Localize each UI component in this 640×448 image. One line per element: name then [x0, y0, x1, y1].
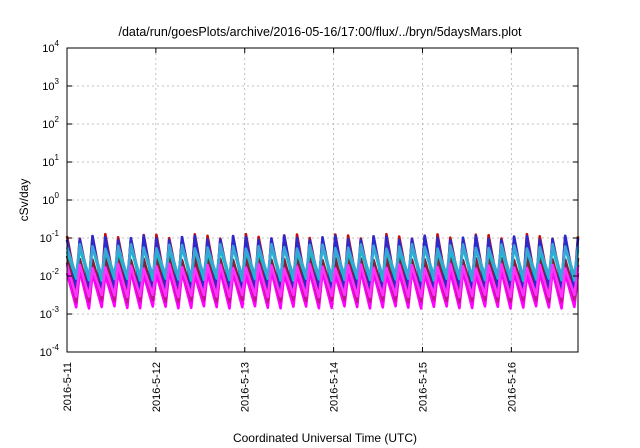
y-tick-label: 102 [42, 115, 59, 131]
y-tick-label: 10-3 [40, 305, 60, 321]
x-axis-label: Coordinated Universal Time (UTC) [233, 431, 417, 445]
y-tick-label: 104 [42, 39, 59, 55]
x-tick-label: 2016-5-12 [151, 362, 163, 412]
series-line [65, 262, 580, 299]
y-tick-label: 10-1 [40, 229, 60, 245]
x-tick-label: 2016-5-16 [506, 362, 518, 412]
x-tick-label: 2016-5-13 [240, 362, 252, 412]
y-axis-label: cSv/day [17, 179, 31, 222]
x-tick-label: 2016-5-11 [62, 362, 74, 411]
y-tick-label: 101 [42, 153, 59, 169]
y-axis-ticks: 10-4 10-3 10-2 10-1 100 101 102 103 104 [40, 39, 578, 359]
x-tick-label: 2016-5-15 [417, 362, 429, 412]
series-line [65, 242, 580, 279]
plot-area [65, 232, 580, 310]
y-tick-label: 103 [42, 77, 59, 93]
x-axis-ticks: 2016-5-11 2016-5-12 2016-5-13 2016-5-14 2016… [62, 48, 518, 412]
y-tick-label: 10-4 [40, 343, 60, 359]
grid-lines [67, 48, 578, 352]
x-tick-label: 2016-5-14 [329, 362, 341, 412]
y-tick-label: 10-2 [40, 267, 60, 283]
chart-title: /data/run/goesPlots/archive/2016-05-16/1… [118, 25, 522, 39]
y-tick-label: 100 [42, 191, 59, 207]
